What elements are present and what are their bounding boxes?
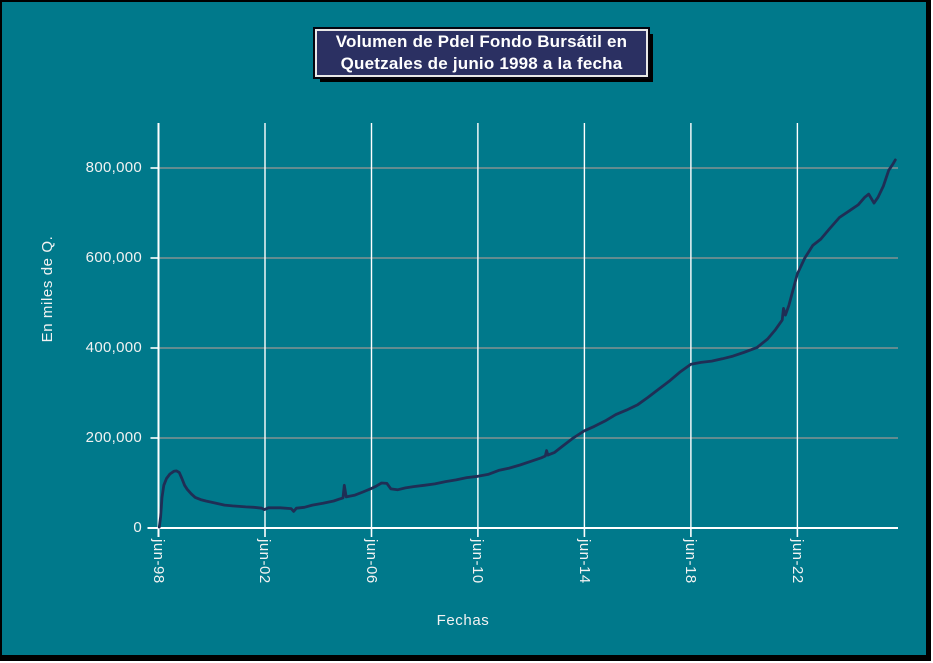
x-tick-label: jun-18: [682, 539, 700, 584]
chart-title-box: Volumen de Pdel Fondo Bursátil en Quetza…: [313, 27, 650, 79]
x-axis-title: Fechas: [436, 612, 490, 629]
y-tick-label: 0: [133, 519, 142, 536]
y-tick-label: 400,000: [85, 339, 142, 356]
chart-title-line-1: Volumen de Pdel Fondo Bursátil en: [335, 32, 628, 51]
x-tick-label: jun-14: [575, 539, 593, 584]
x-tick-label: jun-06: [362, 539, 380, 584]
x-tick-label: jun-02: [256, 539, 274, 584]
x-tick-label: jun-10: [469, 539, 487, 584]
y-tick-label: 200,000: [85, 429, 142, 446]
chart-title-line-2: Quetzales de junio 1998 a la fecha: [340, 54, 623, 73]
x-tick-label: jun-22: [788, 539, 806, 584]
y-tick-label: 600,000: [85, 249, 142, 266]
y-tick-label: 800,000: [85, 159, 142, 176]
x-tick-label: jun-98: [150, 539, 167, 584]
y-axis-title: En miles de Q.: [39, 235, 56, 343]
